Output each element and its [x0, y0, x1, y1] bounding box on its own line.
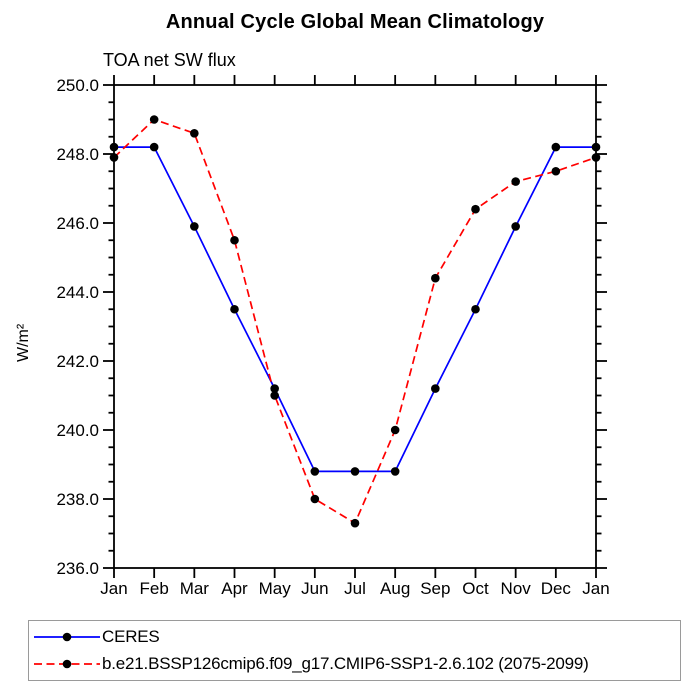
data-point-marker	[431, 384, 440, 393]
data-point-marker	[230, 235, 239, 245]
axis-labels: Jan Feb Mar Apr May Jun Jul Aug Sep Oct Nov Dec Jan2…	[56, 76, 609, 598]
data-point-marker	[109, 153, 119, 162]
legend-sample-marker	[62, 632, 72, 642]
data-point-marker	[551, 166, 561, 176]
plot-area: Jan Feb Mar Apr May Jun Jul Aug Sep Oct Nov Dec Jan2…	[56, 75, 610, 598]
x-tick-label: Dec	[541, 579, 572, 598]
data-point-marker	[390, 425, 400, 435]
data-point-marker	[591, 142, 601, 152]
legend: CERES b.e21.BSSP126cmip6.f09_g17.CMIP6-S…	[28, 620, 681, 681]
y-tick-label: 244.0	[56, 283, 99, 302]
x-tick-label: Apr	[221, 579, 248, 598]
y-tick-label: 242.0	[56, 352, 99, 371]
data-point-marker	[551, 142, 561, 152]
plot-frame	[113, 84, 597, 569]
legend-solid-line-icon	[34, 632, 100, 642]
x-tick-label: Jun	[301, 579, 328, 598]
data-point-marker	[109, 142, 119, 152]
chart-title: Annual Cycle Global Mean Climatology	[165, 11, 545, 33]
data-point-marker	[149, 115, 159, 124]
series-lines	[113, 118, 597, 525]
data-point-marker	[591, 153, 601, 162]
series-line-ceres	[114, 146, 596, 473]
y-tick-label: 236.0	[56, 559, 99, 578]
data-point-marker	[190, 129, 199, 138]
data-point-marker	[190, 222, 199, 231]
data-point-marker	[230, 304, 239, 314]
data-point-marker	[390, 467, 400, 476]
chart-subtitle: TOA net SW flux	[103, 50, 236, 70]
legend-label-ceres: CERES	[102, 626, 160, 646]
data-point-marker	[511, 222, 520, 231]
x-tick-label: Jan	[582, 579, 609, 598]
data-point-marker	[149, 142, 159, 152]
legend-item-ceres: CERES	[29, 623, 680, 651]
data-point-marker	[350, 467, 360, 476]
y-tick-label: 248.0	[56, 145, 99, 164]
x-tick-label: Nov	[501, 579, 532, 598]
data-point-marker	[471, 304, 480, 314]
x-tick-label: Feb	[140, 579, 169, 598]
y-tick-label: 250.0	[56, 76, 99, 95]
data-point-marker	[310, 467, 320, 476]
x-tick-label: Oct	[462, 579, 489, 598]
legend-item-model: b.e21.BSSP126cmip6.f09_g17.CMIP6-SSP1-2.…	[29, 651, 680, 679]
series-line-model	[113, 118, 597, 525]
x-tick-label: Aug	[380, 579, 410, 598]
legend-label-model: b.e21.BSSP126cmip6.f09_g17.CMIP6-SSP1-2.…	[102, 654, 589, 674]
series-markers	[109, 115, 601, 528]
y-tick-label: 246.0	[56, 214, 99, 233]
x-tick-label: Mar	[180, 579, 210, 598]
legend-dashed-line-icon	[34, 659, 100, 669]
axes	[103, 75, 607, 578]
data-point-marker	[471, 204, 480, 214]
x-tick-label: Jan	[100, 579, 127, 598]
y-tick-label: 240.0	[56, 421, 99, 440]
data-point-marker	[350, 518, 360, 528]
x-tick-label: May	[259, 579, 292, 598]
data-point-marker	[511, 177, 520, 186]
y-tick-label: 238.0	[56, 490, 99, 509]
data-point-marker	[310, 494, 320, 504]
data-point-marker	[431, 273, 440, 283]
legend-sample-marker	[62, 659, 72, 669]
data-point-marker	[270, 384, 279, 393]
x-tick-label: Sep	[420, 579, 450, 598]
data-point-marker	[270, 391, 279, 400]
x-tick-label: Jul	[344, 579, 366, 598]
